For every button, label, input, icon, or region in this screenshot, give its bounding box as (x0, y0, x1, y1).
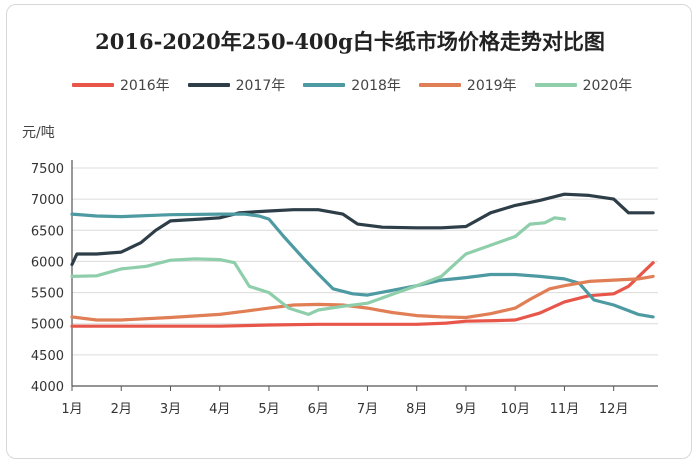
x-tick-label: 7月 (357, 402, 378, 417)
y-tick-label: 4000 (31, 380, 64, 395)
legend-label: 2018年 (351, 78, 401, 94)
x-tick-label: 3月 (160, 402, 181, 417)
legend-swatch (303, 83, 346, 87)
legend-swatch (418, 83, 461, 87)
y-tick-label: 6000 (31, 255, 64, 270)
legend-label: 2017年 (235, 78, 286, 94)
legend-label: 2016年 (120, 78, 170, 94)
series-line-2017年 (70, 192, 655, 267)
y-tick-label: 4500 (31, 349, 64, 364)
x-tick-label: 11月 (550, 402, 580, 417)
legend-item: 2017年 (187, 75, 286, 95)
y-tick-label: 7000 (31, 193, 64, 208)
legend-swatch (187, 83, 230, 87)
x-tick-label: 5月 (258, 402, 279, 417)
x-tick-label: 1月 (61, 402, 82, 417)
y-tick-label: 7500 (31, 162, 64, 177)
legend-item: 2019年 (418, 75, 517, 95)
x-tick-label: 9月 (455, 402, 476, 417)
chart-legend: 2016年 2017年 2018年 2019年 2020年 (72, 74, 632, 96)
chart-title: 2016-2020年250-400g白卡纸市场价格走势对比图 (95, 29, 605, 54)
legend-swatch (534, 83, 577, 87)
y-tick-label: 5000 (31, 318, 64, 333)
series-line-2020年 (70, 216, 566, 316)
chart-frame (6, 4, 692, 459)
legend-item: 2016年 (72, 75, 170, 95)
y-tick-label: 5500 (31, 287, 64, 302)
x-tick-label: 10月 (500, 402, 530, 417)
x-tick-label: 12月 (599, 402, 629, 417)
legend-label: 2020年 (582, 78, 633, 94)
x-tick-label: 6月 (308, 402, 329, 417)
legend-swatch (72, 83, 114, 87)
legend-item: 2018年 (303, 75, 401, 95)
x-tick-label: 4月 (209, 402, 230, 417)
legend-label: 2019年 (466, 78, 517, 94)
x-tick-label: 8月 (406, 402, 427, 417)
y-axis-unit-label: 元/吨 (22, 125, 55, 141)
y-tick-label: 6500 (31, 224, 64, 239)
series-line-2019年 (70, 274, 655, 322)
x-tick-label: 2月 (111, 402, 132, 417)
legend-item: 2020年 (534, 75, 633, 95)
series-line-2018年 (70, 212, 655, 319)
